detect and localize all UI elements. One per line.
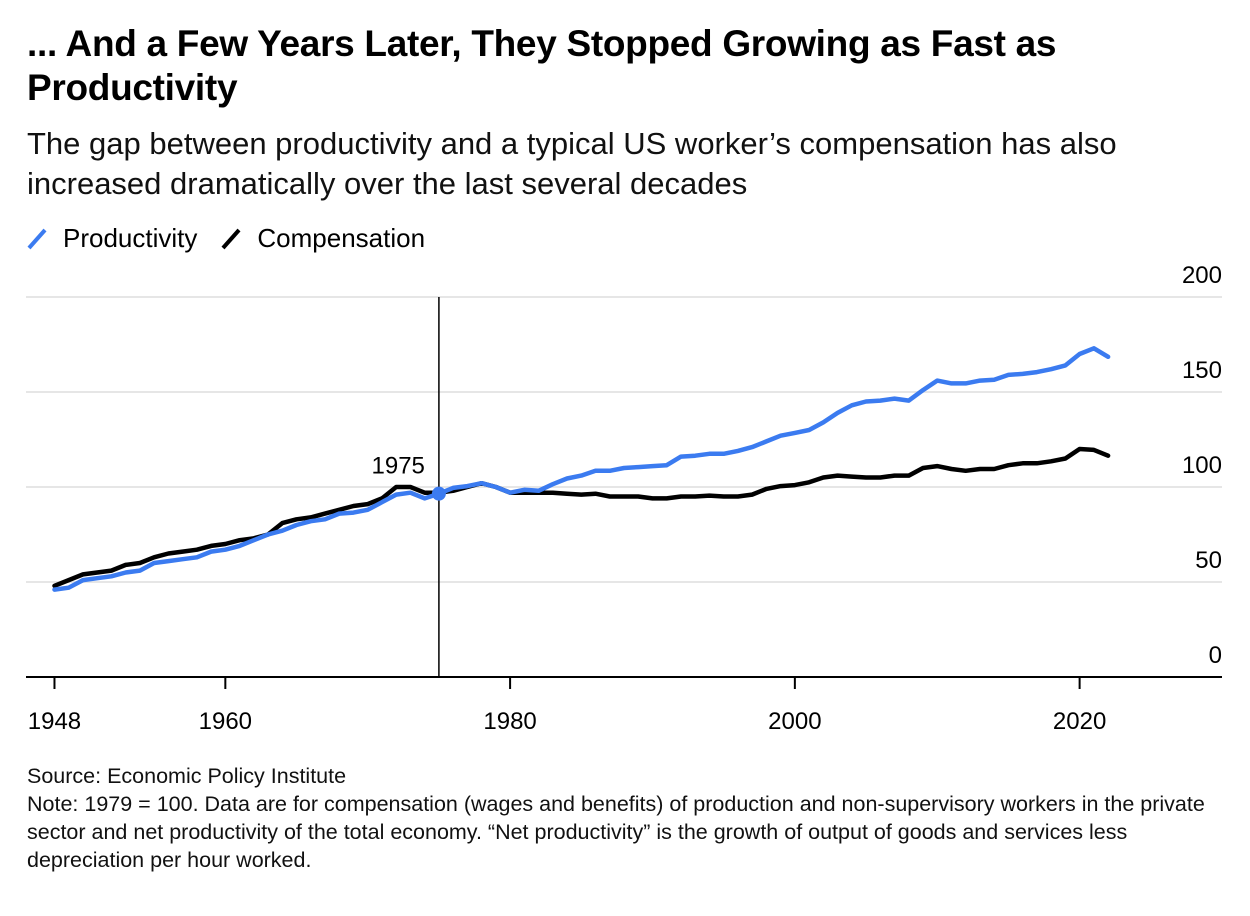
annotation-marker <box>431 486 446 501</box>
y-tick-label: 150 <box>1182 357 1222 384</box>
legend-item-productivity: Productivity <box>27 223 197 254</box>
series-lines <box>52 346 1111 592</box>
compensation-swatch-stroke <box>221 228 241 250</box>
source-text: Source: Economic Policy Institute <box>27 764 347 788</box>
x-tick-label: 1980 <box>483 708 536 735</box>
chart-subtitle: The gap between productivity and a typic… <box>27 126 1117 201</box>
grid-lines <box>26 296 1222 583</box>
y-tick-label: 0 <box>1209 642 1222 669</box>
series-line-productivity <box>52 346 1111 592</box>
productivity-line-swatch-icon <box>27 228 47 250</box>
productivity-swatch-stroke <box>27 228 47 250</box>
legend-label-compensation: Compensation <box>257 222 426 253</box>
x-tick-label: 2000 <box>768 708 821 735</box>
note-text: Note: 1979 = 100. Data are for compensat… <box>27 792 1205 872</box>
y-tick-label: 50 <box>1195 547 1222 574</box>
line-chart: 0 50 100 150 200 1948 1960 1980 2000 2020 1975 <box>26 262 1222 735</box>
x-tick-label: 1960 <box>199 708 252 735</box>
x-tick-label: 1948 <box>28 708 81 735</box>
axes: 0 50 100 150 200 1948 1960 1980 2000 2020 <box>26 262 1222 735</box>
chart-legend: Productivity Compensation <box>27 220 449 256</box>
series-line-compensation <box>52 446 1111 589</box>
annotation-label: 1975 <box>372 453 425 480</box>
legend-label-productivity: Productivity <box>63 222 198 253</box>
chart-title: ... And a Few Years Later, They Stopped … <box>27 23 1057 108</box>
x-tick-label: 2020 <box>1053 708 1106 735</box>
y-tick-label: 200 <box>1182 262 1222 289</box>
y-tick-label: 100 <box>1182 452 1222 479</box>
compensation-line-swatch-icon <box>221 228 241 250</box>
chart-footer: Source: Economic Policy Institute Note: … <box>27 762 1227 874</box>
annotations: 1975 <box>372 297 446 677</box>
legend-item-compensation: Compensation <box>221 223 425 254</box>
